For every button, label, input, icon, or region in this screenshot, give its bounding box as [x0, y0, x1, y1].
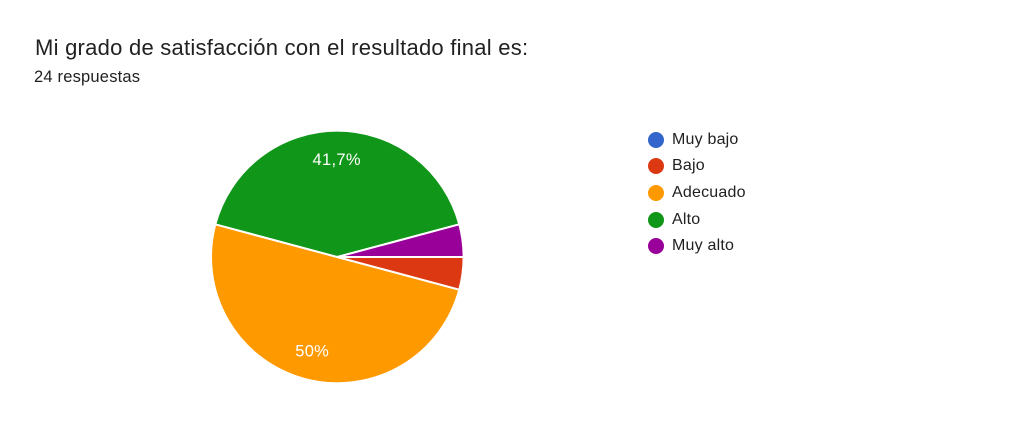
svg-text:50%: 50%: [295, 343, 329, 361]
svg-text:41,7%: 41,7%: [313, 151, 361, 169]
